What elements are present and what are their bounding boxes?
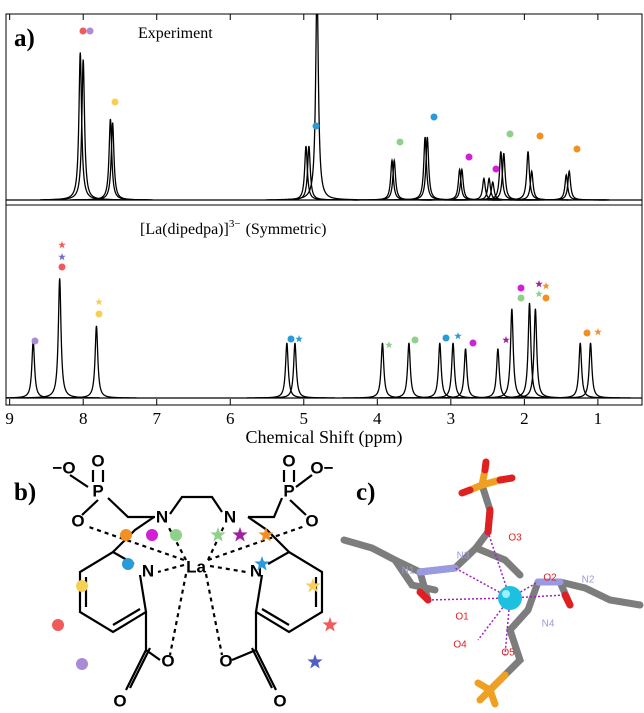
x-tick-label: 1 — [594, 409, 603, 428]
plot-frame — [6, 14, 642, 405]
atom-label: N2 — [582, 575, 595, 586]
atom: O− — [310, 458, 333, 477]
peak — [413, 343, 493, 398]
atom-label: O4 — [453, 640, 467, 651]
atom: O — [71, 511, 84, 530]
panel-label: b) — [14, 479, 36, 506]
peak — [277, 0, 357, 200]
x-tick-label: 9 — [5, 409, 14, 428]
peak — [495, 309, 575, 398]
title-part: [La(dipedpa)] — [140, 221, 229, 238]
atom-label: O1 — [455, 612, 469, 623]
atom-label: N1 — [402, 566, 415, 577]
x-tick-label: 6 — [226, 409, 235, 428]
structure-b: b) −O O P O N N P O O− O N La N O O O O — [14, 451, 338, 710]
atom: O — [273, 691, 286, 710]
panel-label: c) — [356, 479, 375, 506]
title-part: (Symmetric) — [246, 221, 327, 238]
atom: O — [161, 651, 174, 670]
figure: a) Experiment [La(dipedpa)]3− (Symmetric)… — [0, 0, 644, 713]
atom: O — [282, 451, 295, 470]
structure-c: c) N1 N2 N3 N4 O1 O2 O3 O4 O5 — [344, 462, 640, 704]
peak — [20, 278, 100, 398]
peak — [540, 343, 620, 398]
peak — [526, 175, 606, 200]
peak-markers — [32, 28, 602, 349]
atom: N — [224, 507, 236, 526]
peak — [551, 343, 631, 398]
atom: O — [113, 691, 126, 710]
atom-label: O3 — [508, 533, 522, 544]
peak — [490, 303, 570, 398]
atom: P — [92, 481, 103, 500]
atom: N — [142, 561, 154, 580]
atom: O — [305, 511, 318, 530]
x-axis-label: Chemical Shift (ppm) — [246, 427, 403, 448]
atom-label: N3 — [457, 551, 470, 562]
peak — [255, 343, 335, 398]
peak — [472, 309, 552, 398]
spectrum-title: [La(dipedpa)]3− (Symmetric) — [140, 218, 326, 238]
atom-label: O5 — [501, 648, 515, 659]
atom: O — [91, 451, 104, 470]
spectrum-title: Experiment — [138, 25, 213, 42]
x-tick-label: 8 — [79, 409, 88, 428]
x-tick-label: 2 — [520, 409, 529, 428]
atom: O — [219, 651, 232, 670]
atom-label: N4 — [542, 619, 555, 630]
x-tick-label: 7 — [152, 409, 161, 428]
atom: La — [186, 557, 206, 576]
atom: N — [156, 507, 168, 526]
spectrum-a — [6, 0, 642, 200]
title-superscript: 3− — [229, 218, 241, 230]
peak — [56, 326, 136, 398]
x-tick-label: 4 — [373, 409, 382, 428]
peak — [400, 343, 480, 398]
peak — [247, 343, 327, 398]
peak — [444, 178, 524, 200]
x-tick-label: 3 — [447, 409, 456, 428]
x-tick-label: 5 — [300, 409, 309, 428]
panel-label: a) — [14, 25, 35, 52]
atom: −O — [52, 458, 75, 477]
atom-label: O2 — [543, 573, 557, 584]
peak — [266, 146, 346, 200]
atom: P — [283, 481, 294, 500]
